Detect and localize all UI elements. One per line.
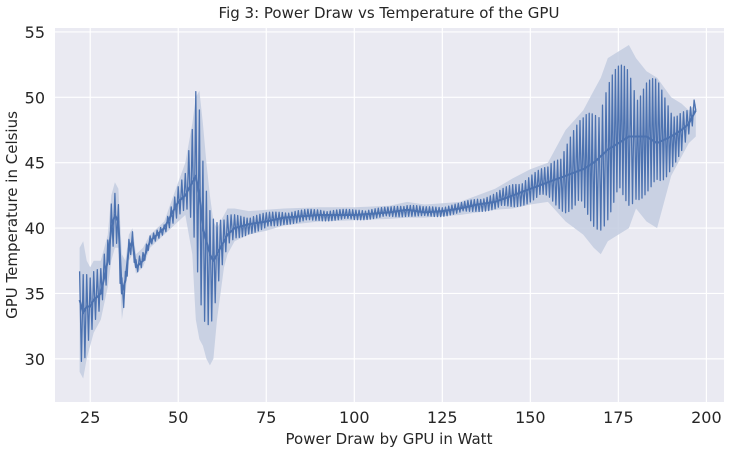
y-tick-label: 30 <box>25 350 45 369</box>
y-tick-label: 55 <box>25 23 45 42</box>
x-tick-label: 200 <box>691 408 722 427</box>
y-tick-label: 35 <box>25 284 45 303</box>
y-tick-label: 45 <box>25 154 45 173</box>
x-tick-label: 125 <box>427 408 458 427</box>
x-axis-label: Power Draw by GPU in Watt <box>286 430 493 448</box>
y-axis-label: GPU Temperature in Celsius <box>3 111 21 319</box>
x-tick-label: 25 <box>80 408 100 427</box>
y-tick-label: 40 <box>25 219 45 238</box>
chart-title: Fig 3: Power Draw vs Temperature of the … <box>219 4 560 22</box>
x-tick-labels: 25 50 75 100 125 150 175 200 <box>80 408 722 427</box>
y-tick-label: 50 <box>25 88 45 107</box>
x-tick-label: 50 <box>168 408 188 427</box>
x-tick-label: 150 <box>515 408 546 427</box>
x-tick-label: 75 <box>256 408 276 427</box>
series-line-group <box>78 64 697 362</box>
x-tick-label: 100 <box>339 408 370 427</box>
series-line-mean <box>78 109 697 315</box>
x-tick-label: 175 <box>603 408 634 427</box>
y-tick-labels: 30 35 40 45 50 55 <box>25 23 45 369</box>
